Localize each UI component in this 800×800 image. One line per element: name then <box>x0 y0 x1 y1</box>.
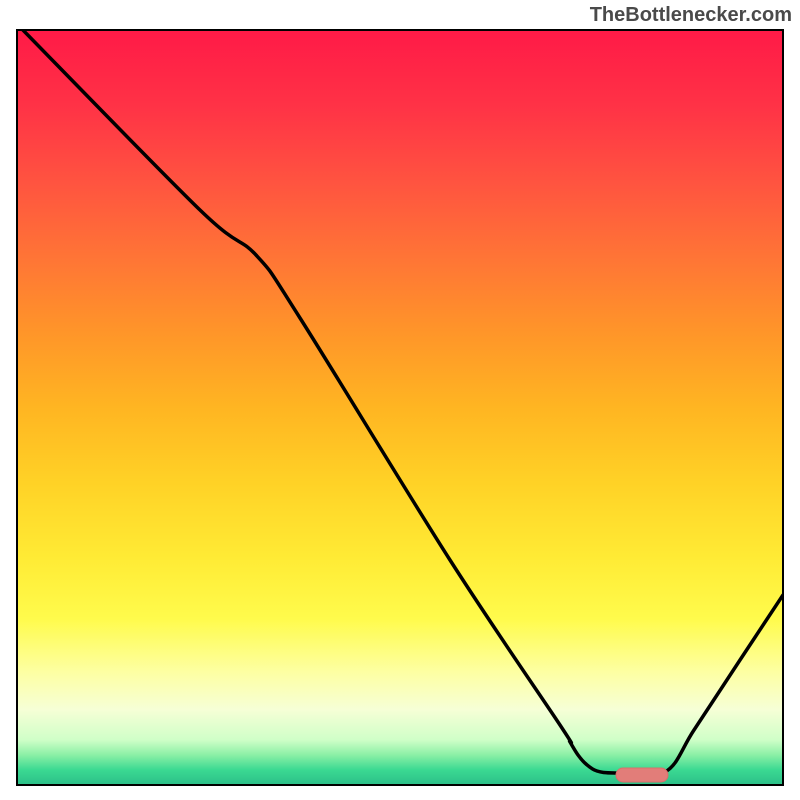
watermark-text: TheBottlenecker.com <box>590 4 792 27</box>
minimum-marker <box>616 768 668 782</box>
chart-svg <box>0 0 800 800</box>
bottleneck-chart: TheBottlenecker.com <box>0 0 800 800</box>
